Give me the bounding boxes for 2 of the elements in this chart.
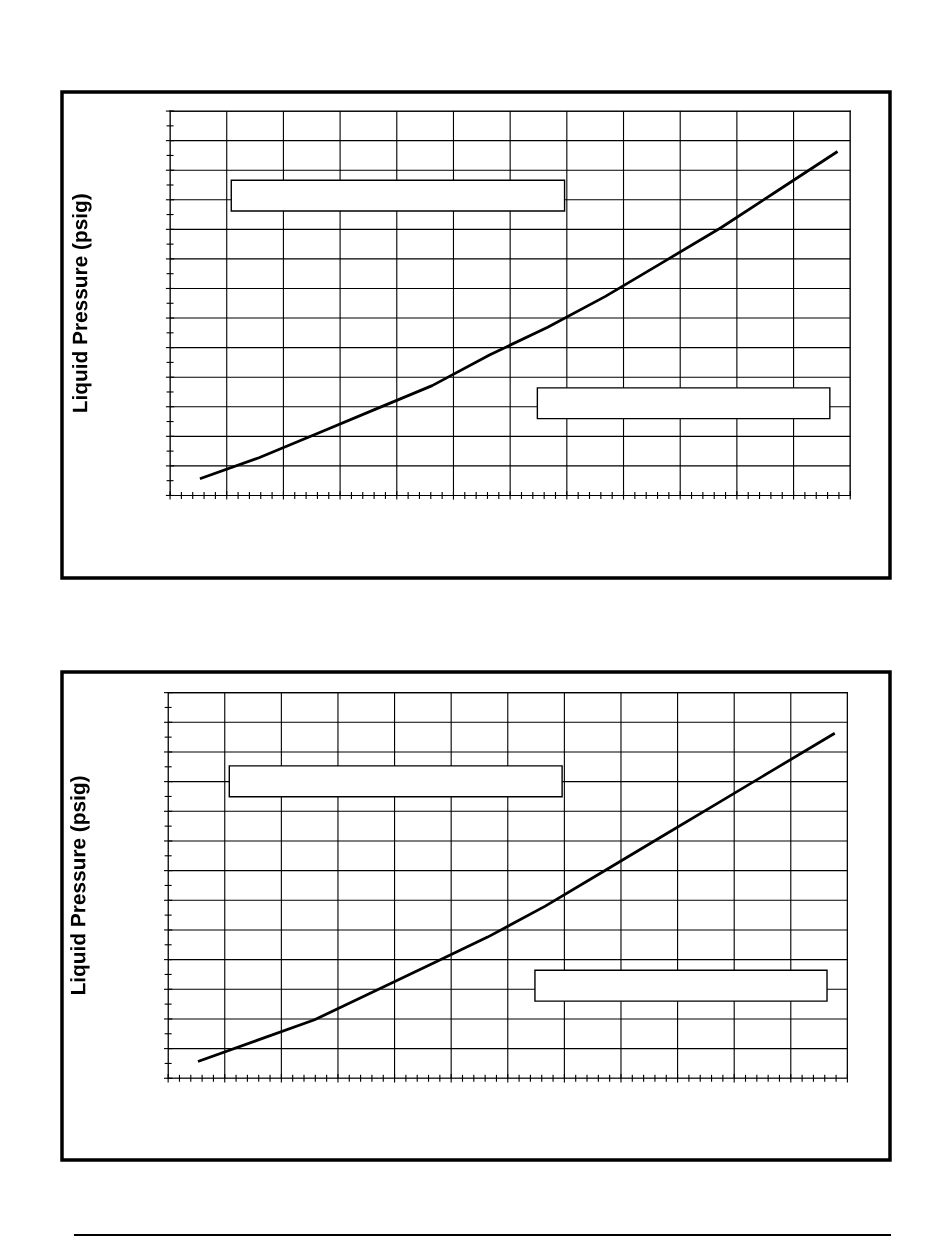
y-axis-title: Liquid Pressure (psig) bbox=[72, 194, 92, 412]
y-axis-title: Liquid Pressure (psig) bbox=[70, 776, 90, 995]
